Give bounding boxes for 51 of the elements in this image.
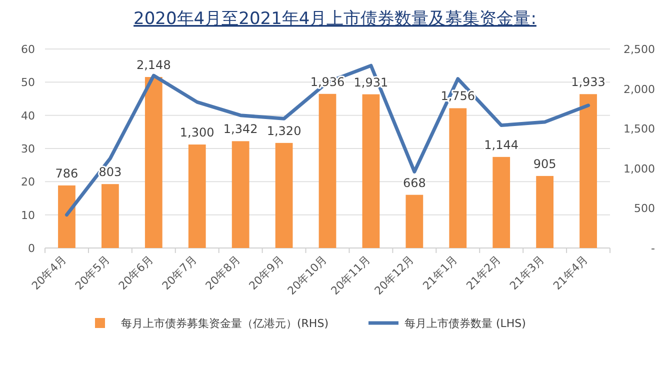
legend-label: 每月上市债券数量 (LHS) xyxy=(404,317,526,330)
data-label: 1,320 xyxy=(266,124,302,138)
y2-tick-label: 2,500 xyxy=(624,43,655,56)
x-tick-label: 20年6月 xyxy=(116,252,156,293)
data-label: 1,300 xyxy=(180,126,214,140)
bar xyxy=(102,184,119,248)
data-label: 1,342 xyxy=(223,122,258,136)
y-tick-label: 30 xyxy=(21,142,35,156)
y-tick-label: 20 xyxy=(21,176,35,189)
bar xyxy=(406,194,424,248)
bar xyxy=(580,94,597,248)
y-tick-label: 40 xyxy=(21,109,35,122)
x-tick-label: 20年5月 xyxy=(72,252,112,293)
bar xyxy=(275,142,293,248)
bar xyxy=(144,77,162,248)
data-label: 2,148 xyxy=(136,58,171,72)
x-tick-label: 20年4月 xyxy=(29,252,69,293)
bar xyxy=(449,108,467,248)
x-tick-label: 20年12月 xyxy=(372,252,417,298)
x-tick-label: 21年4月 xyxy=(550,252,590,293)
bar xyxy=(58,185,76,248)
y-tick-label: 10 xyxy=(21,208,35,222)
data-label: 786 xyxy=(55,166,78,180)
y-tick-label: 60 xyxy=(21,43,35,56)
x-tick-label: 20年7月 xyxy=(160,252,200,293)
bar xyxy=(536,176,554,248)
bar xyxy=(362,94,380,248)
data-label: 668 xyxy=(402,176,426,190)
bar xyxy=(318,94,336,248)
data-label: 905 xyxy=(533,156,556,171)
x-tick-label: 21年3月 xyxy=(507,252,547,293)
y2-tick-label: 500 xyxy=(634,202,655,216)
y2-tick-label: 1,000 xyxy=(624,162,655,176)
y2-tick-label: 1,500 xyxy=(624,122,655,136)
y-tick-label: 50 xyxy=(21,76,35,90)
x-tick-label: 20年9月 xyxy=(246,252,286,293)
x-tick-label: 20年8月 xyxy=(203,252,243,293)
x-tick-label: 21年2月 xyxy=(464,252,504,293)
x-tick-label: 20年10月 xyxy=(285,252,330,298)
y2-tick-label: - xyxy=(651,242,656,255)
title: 2020年4月至2021年4月上市债券数量及募集资金量: xyxy=(134,9,536,29)
y2-tick-label: 2,000 xyxy=(624,82,655,96)
y-tick-label: 0 xyxy=(28,242,35,255)
x-tick-label: 20年11月 xyxy=(328,252,374,298)
data-label: 1,144 xyxy=(484,138,519,152)
x-tick-label: 21年1月 xyxy=(420,252,460,293)
legend-label: 每月上市债券募集资金量（亿港元）(RHS) xyxy=(121,317,328,330)
bar xyxy=(232,141,250,248)
bar xyxy=(492,156,510,248)
bar xyxy=(188,144,206,248)
data-label: 1,933 xyxy=(571,75,606,90)
